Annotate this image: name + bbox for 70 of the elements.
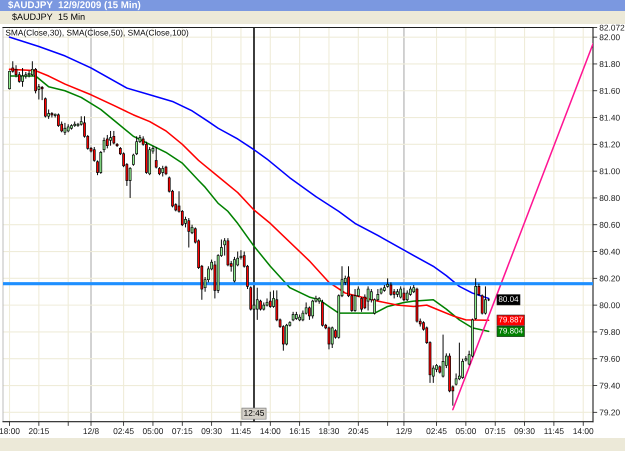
candlestick bbox=[128, 166, 132, 198]
y-tick-label: 81.40 bbox=[600, 114, 620, 121]
line-series bbox=[8, 36, 490, 300]
x-tick-label: 11:45 bbox=[544, 428, 564, 434]
chart-subtitle: SMA(Close,30), SMA(Close,50), SMA(Close,100) bbox=[6, 29, 188, 38]
candlestick bbox=[268, 291, 272, 308]
y-tick-label: 79.40 bbox=[600, 382, 620, 389]
candlestick bbox=[112, 130, 116, 145]
candlestick bbox=[390, 282, 392, 296]
x-tick-label: 02:45 bbox=[114, 428, 134, 434]
candlestick bbox=[187, 218, 190, 248]
y-tick-label: 80.00 bbox=[600, 302, 620, 308]
candlestick bbox=[321, 299, 324, 328]
x-tick-label: 14:00 bbox=[573, 428, 594, 434]
text: 15 Min bbox=[58, 13, 85, 20]
x-tick-label: 12/9 bbox=[396, 428, 412, 434]
ref-line-label: 12:45 bbox=[244, 410, 264, 416]
x-tick-label: 18:30 bbox=[319, 428, 340, 434]
candlestick bbox=[21, 67, 24, 88]
x-tick-label: 20:45 bbox=[348, 428, 368, 434]
y-tick-label: 82.072 bbox=[600, 24, 624, 31]
y-tick-label: 81.60 bbox=[600, 88, 620, 94]
x-tick-label: 05:00 bbox=[142, 428, 164, 434]
annotation: 80.04 bbox=[498, 296, 518, 302]
candlestick bbox=[399, 286, 402, 299]
candlestick bbox=[442, 334, 444, 378]
candlestick bbox=[354, 288, 356, 312]
y-tick-label: 79.60 bbox=[600, 356, 620, 362]
candlestick bbox=[259, 299, 262, 311]
y-tick-label: 80.80 bbox=[600, 195, 620, 202]
candlestick bbox=[109, 130, 112, 146]
y-tick-label: 79.80 bbox=[600, 329, 620, 336]
x-tick-label: 05:00 bbox=[456, 428, 476, 434]
y-tick-label: 80.20 bbox=[600, 276, 620, 282]
y-tick-label: 81.20 bbox=[600, 142, 620, 148]
x-tick-label: 16:15 bbox=[290, 428, 310, 434]
x-tick-label: 12/8 bbox=[84, 428, 99, 434]
candlestick bbox=[484, 286, 487, 315]
candlestick bbox=[106, 134, 109, 149]
candlestick bbox=[292, 311, 294, 322]
x-tick-label: 09:30 bbox=[202, 428, 222, 434]
candlestick bbox=[64, 122, 66, 136]
y-tick-label: 82.00 bbox=[600, 34, 620, 40]
candlestick bbox=[328, 326, 330, 350]
data-label: 79.887 bbox=[498, 316, 523, 322]
text: $AUDJPY bbox=[12, 13, 52, 20]
candlestick bbox=[311, 299, 314, 320]
candlestick bbox=[164, 165, 168, 176]
data-label: 79.804 bbox=[498, 328, 523, 334]
candlestick bbox=[392, 288, 396, 299]
x-tick-label: 14:00 bbox=[260, 428, 280, 434]
x-tick-label: 18:00 bbox=[0, 428, 20, 434]
y-tick-label: 79.20 bbox=[600, 410, 620, 416]
candlestick bbox=[406, 290, 409, 302]
x-tick-label: 07:15 bbox=[485, 428, 506, 434]
y-tick-label: 80.40 bbox=[600, 248, 620, 255]
x-tick-label: 09:30 bbox=[514, 428, 535, 434]
y-tick-label: 81.00 bbox=[600, 168, 620, 174]
x-tick-label: 11:45 bbox=[231, 428, 251, 434]
y-tick-label: 81.80 bbox=[600, 61, 620, 68]
candlestick bbox=[330, 326, 334, 348]
y-tick-label: 80.60 bbox=[600, 222, 620, 228]
x-tick-label: 02:45 bbox=[426, 428, 447, 434]
x-tick-label: 20:15 bbox=[28, 428, 49, 434]
candlestick bbox=[161, 165, 164, 177]
candlestick bbox=[360, 296, 363, 312]
chart-title: $AUDJPY 12/9/2009 (15 Min) bbox=[8, 0, 140, 10]
x-tick-label: 07:15 bbox=[172, 428, 192, 434]
candlestick bbox=[366, 286, 370, 311]
candlestick bbox=[402, 287, 406, 302]
